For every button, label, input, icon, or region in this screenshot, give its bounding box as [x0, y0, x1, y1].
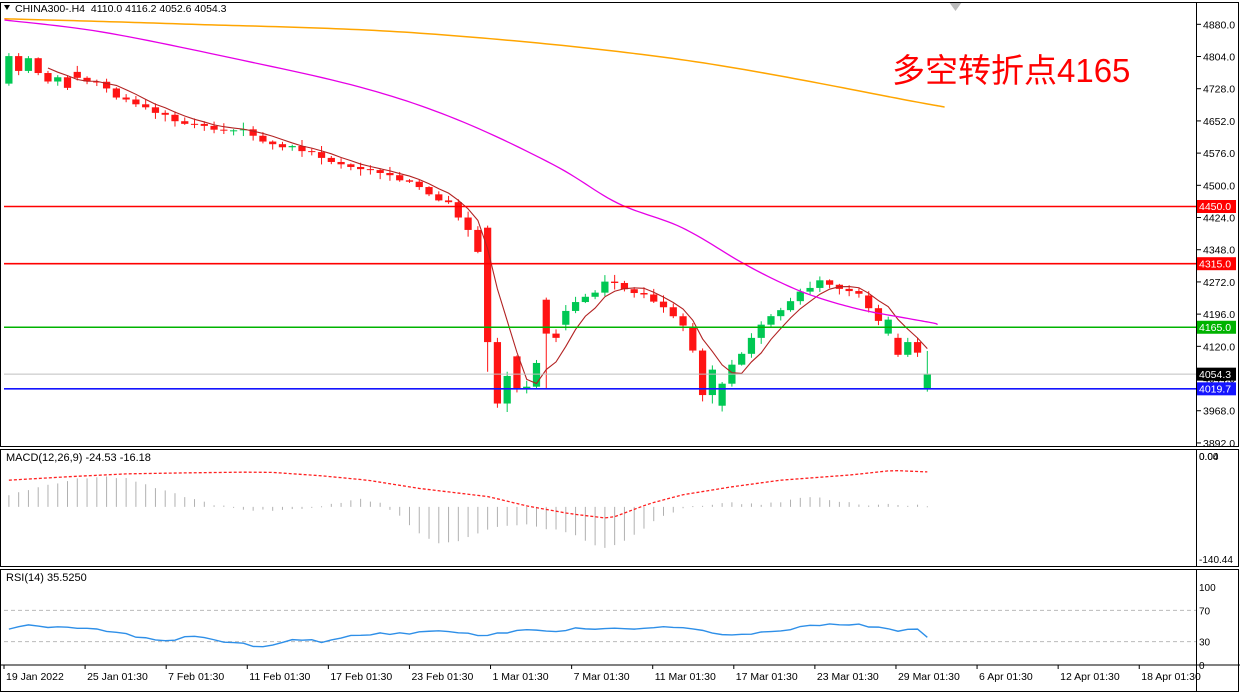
svg-text:MACD(12,26,9) -24.53 -16.18: MACD(12,26,9) -24.53 -16.18 [6, 452, 151, 464]
svg-text:17 Feb 01:30: 17 Feb 01:30 [330, 671, 392, 683]
svg-text:4196.0: 4196.0 [1203, 309, 1235, 321]
svg-text:4054.3: 4054.3 [1199, 369, 1231, 381]
svg-text:4315.0: 4315.0 [1199, 258, 1231, 270]
svg-text:29 Mar 01:30: 29 Mar 01:30 [898, 671, 960, 683]
svg-text:7 Feb 01:30: 7 Feb 01:30 [168, 671, 224, 683]
svg-text:3968.0: 3968.0 [1203, 406, 1235, 418]
svg-text:CHINA300-.H4 4110.0 4116.2 40: CHINA300-.H4 4110.0 4116.2 4052.6 4054.3 [15, 3, 227, 15]
svg-text:4272.0: 4272.0 [1203, 277, 1235, 289]
svg-text:23 Feb 01:30: 23 Feb 01:30 [411, 671, 473, 683]
svg-text:6 Apr 01:30: 6 Apr 01:30 [979, 671, 1033, 683]
svg-text:17 Mar 01:30: 17 Mar 01:30 [736, 671, 798, 683]
svg-text:4880.0: 4880.0 [1203, 19, 1235, 31]
svg-text:4804.0: 4804.0 [1203, 52, 1235, 64]
svg-text:11 Mar 01:30: 11 Mar 01:30 [655, 671, 716, 683]
svg-text:4120.0: 4120.0 [1203, 341, 1235, 353]
svg-text:4450.0: 4450.0 [1199, 201, 1231, 213]
svg-text:0.04: 0.04 [1199, 452, 1219, 463]
svg-text:RSI(14) 35.5250: RSI(14) 35.5250 [6, 572, 87, 584]
svg-text:7 Mar 01:30: 7 Mar 01:30 [574, 671, 630, 683]
svg-text:1 Mar 01:30: 1 Mar 01:30 [493, 671, 549, 683]
svg-text:-140.44: -140.44 [1199, 555, 1233, 566]
svg-text:4728.0: 4728.0 [1203, 84, 1235, 96]
svg-text:4500.0: 4500.0 [1203, 180, 1235, 192]
svg-text:4019.7: 4019.7 [1199, 384, 1231, 396]
svg-text:18 Apr 01:30: 18 Apr 01:30 [1141, 671, 1201, 683]
svg-text:30: 30 [1199, 638, 1211, 649]
svg-text:4424.0: 4424.0 [1203, 213, 1235, 225]
svg-text:12 Apr 01:30: 12 Apr 01:30 [1060, 671, 1120, 683]
svg-text:4348.0: 4348.0 [1203, 245, 1235, 257]
svg-text:4576.0: 4576.0 [1203, 148, 1235, 160]
svg-text:11 Feb 01:30: 11 Feb 01:30 [249, 671, 310, 683]
svg-text:4165.0: 4165.0 [1199, 322, 1231, 334]
svg-text:70: 70 [1199, 606, 1211, 617]
svg-text:3892.0: 3892.0 [1203, 438, 1235, 447]
svg-text:多空转折点4165: 多空转折点4165 [892, 52, 1130, 89]
svg-text:25 Jan 01:30: 25 Jan 01:30 [87, 671, 148, 683]
svg-text:23 Mar 01:30: 23 Mar 01:30 [817, 671, 879, 683]
svg-text:4652.0: 4652.0 [1203, 116, 1235, 128]
svg-text:19 Jan 2022: 19 Jan 2022 [6, 671, 64, 683]
svg-text:100: 100 [1199, 583, 1216, 594]
